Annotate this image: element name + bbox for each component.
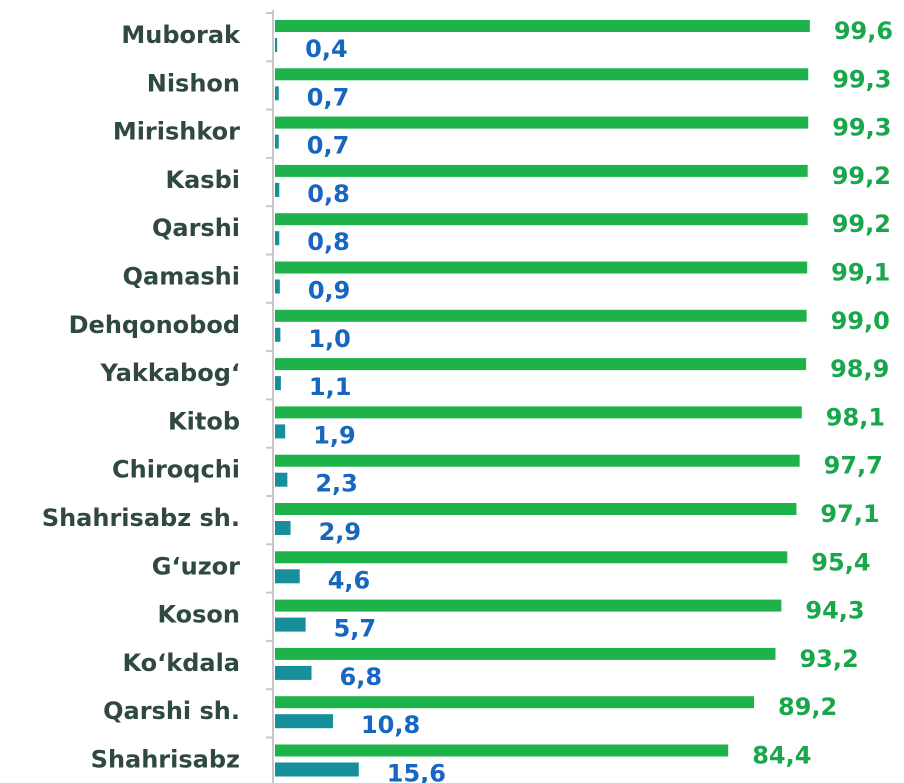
value-label: 10,8: [361, 711, 420, 739]
category-label: Qarshi sh.: [103, 697, 240, 725]
value-label: 6,8: [340, 663, 383, 691]
value-label: 99,1: [831, 259, 890, 287]
value-label: 0,8: [307, 180, 350, 208]
value-label: 97,7: [824, 452, 883, 480]
bar-main: [275, 213, 808, 226]
bar-secondary: [275, 569, 300, 584]
value-label: 97,1: [820, 500, 879, 528]
value-label: 98,9: [830, 355, 889, 383]
bar-secondary: [275, 521, 291, 535]
value-label: 95,4: [811, 548, 870, 576]
bar-secondary: [275, 86, 279, 101]
category-label: Yakkabog‘: [100, 359, 240, 387]
category-label: Shahrisabz sh.: [42, 504, 240, 532]
value-label: 84,4: [752, 742, 811, 770]
bar-secondary: [275, 279, 280, 294]
bar-secondary: [275, 714, 333, 729]
value-label: 2,9: [319, 518, 362, 546]
value-label: 99,3: [832, 65, 891, 93]
bar-main: [275, 647, 776, 660]
bar-secondary: [275, 134, 279, 149]
value-label: 4,6: [328, 566, 371, 594]
bar-main: [275, 309, 807, 322]
bar-main: [275, 744, 729, 757]
bar-main: [275, 261, 808, 274]
value-label: 1,1: [309, 373, 352, 401]
category-label: Koson: [157, 601, 240, 629]
value-label: 2,3: [315, 470, 358, 498]
bar-secondary: [275, 472, 288, 487]
category-label: Muborak: [121, 21, 241, 49]
value-label: 5,7: [334, 615, 377, 643]
value-label: 99,2: [832, 210, 891, 238]
value-label: 93,2: [799, 645, 858, 673]
bar-secondary: [275, 617, 306, 632]
category-label: Ko‘kdala: [122, 649, 240, 677]
bar-main: [275, 406, 802, 419]
category-label: Nishon: [147, 69, 240, 97]
bar-main: [275, 454, 800, 467]
bar-main: [275, 696, 755, 709]
bar-main: [275, 164, 808, 177]
category-label: Qamashi: [123, 263, 240, 291]
value-label: 1,9: [313, 421, 356, 449]
category-label: Qarshi: [152, 214, 240, 242]
bar-secondary: [275, 424, 286, 439]
bar-secondary: [275, 376, 281, 391]
bar-secondary: [275, 327, 281, 342]
value-label: 0,7: [307, 132, 350, 160]
value-label: 99,2: [832, 162, 891, 190]
value-label: 0,8: [307, 228, 350, 256]
value-label: 99,0: [831, 307, 890, 335]
value-label: 98,1: [826, 403, 885, 431]
value-label: 15,6: [387, 760, 446, 783]
category-label: Mirishkor: [113, 118, 240, 146]
bar-main: [275, 551, 788, 564]
value-label: 0,4: [305, 35, 348, 63]
category-label: Dehqonobod: [69, 311, 240, 339]
bar-secondary: [275, 38, 278, 52]
category-label: G‘uzor: [152, 552, 240, 580]
bar-main: [275, 20, 810, 32]
value-label: 0,7: [307, 83, 350, 111]
category-label: Chiroqchi: [112, 456, 240, 484]
bar-secondary: [275, 231, 280, 246]
value-label: 1,0: [308, 325, 351, 353]
bar-secondary: [275, 762, 359, 777]
value-label: 89,2: [778, 693, 837, 721]
category-label: Shahrisabz: [91, 746, 240, 774]
bar-main: [275, 599, 782, 612]
value-label: 94,3: [805, 597, 864, 625]
value-label: 0,9: [308, 277, 351, 305]
bar-main: [275, 358, 807, 371]
value-label: 99,6: [834, 17, 893, 45]
bar-main: [275, 116, 809, 129]
bar-main: [275, 68, 809, 81]
bar-secondary: [275, 665, 312, 680]
bar-secondary: [275, 182, 280, 197]
category-label: Kasbi: [166, 166, 240, 194]
value-label: 99,3: [832, 114, 891, 142]
bar-main: [275, 503, 797, 515]
category-label: Kitob: [168, 407, 240, 435]
